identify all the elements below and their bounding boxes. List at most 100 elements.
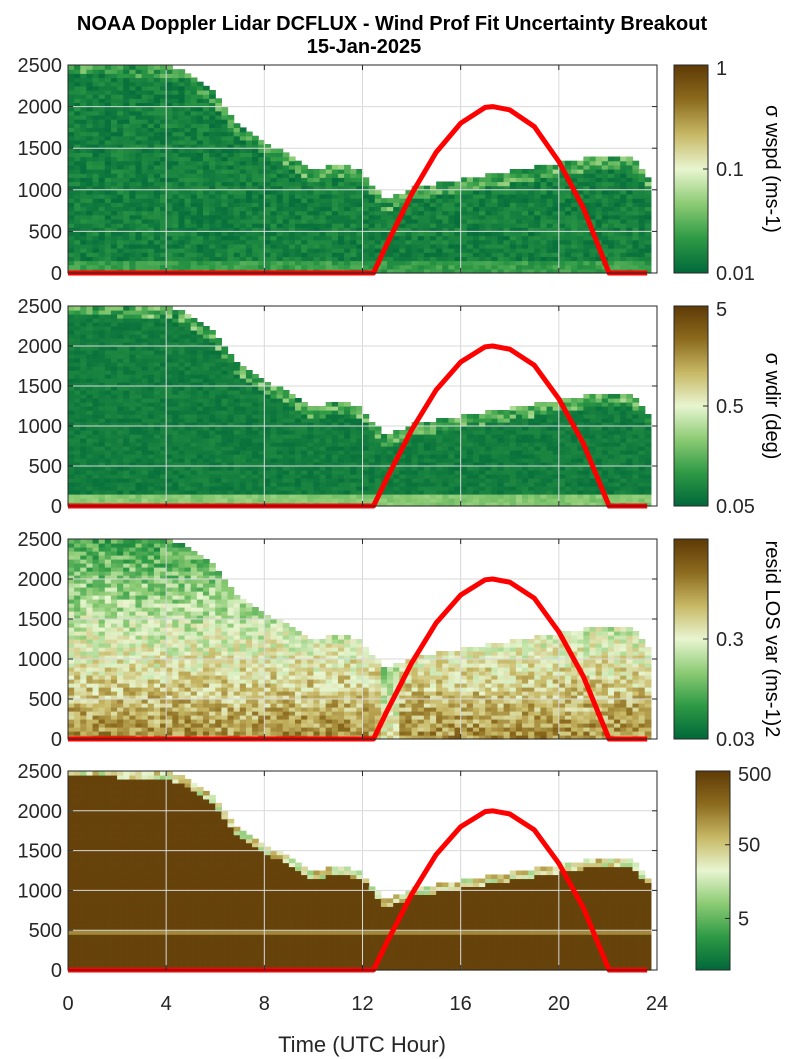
heatmap-cell xyxy=(325,498,333,503)
heatmap-cell xyxy=(98,202,106,208)
heatmap-cell xyxy=(626,206,634,212)
heatmap-cell xyxy=(264,260,272,266)
heatmap-cell xyxy=(202,152,210,158)
heatmap-cell xyxy=(620,243,627,249)
heatmap-cell xyxy=(429,252,437,257)
heatmap-cell xyxy=(607,193,615,199)
heatmap-cell xyxy=(245,231,253,237)
heatmap-cell xyxy=(638,256,646,262)
heatmap-cell xyxy=(68,94,75,99)
heatmap-cell xyxy=(607,214,615,220)
heatmap-cell xyxy=(160,198,167,203)
heatmap-cell xyxy=(80,370,88,375)
heatmap-cell xyxy=(509,173,517,178)
heatmap-cell xyxy=(571,243,578,249)
heatmap-cell xyxy=(276,474,284,479)
heatmap-cell xyxy=(270,430,278,435)
heatmap-cell xyxy=(80,65,88,70)
heatmap-cell xyxy=(190,243,198,249)
heatmap-cell xyxy=(166,85,173,91)
heatmap-cell xyxy=(104,374,112,379)
heatmap-cell xyxy=(264,446,272,451)
heatmap-cell xyxy=(160,446,167,451)
heatmap-cell xyxy=(258,177,265,183)
heatmap-cell xyxy=(104,169,112,174)
heatmap-cell xyxy=(172,486,180,491)
heatmap-cell xyxy=(245,450,253,455)
heatmap-cell xyxy=(589,185,597,191)
heatmap-cell xyxy=(172,185,180,191)
heatmap-cell xyxy=(307,181,315,187)
heatmap-cell xyxy=(117,382,124,387)
heatmap-cell xyxy=(331,181,339,187)
heatmap-cell xyxy=(245,458,253,463)
heatmap-cell xyxy=(196,177,204,183)
heatmap-cell xyxy=(92,390,100,395)
heatmap-cell xyxy=(626,189,634,195)
heatmap-cell xyxy=(442,181,449,187)
heatmap-cell xyxy=(295,414,302,419)
heatmap-cell xyxy=(534,202,542,208)
heatmap-cell xyxy=(571,235,578,241)
heatmap-cell xyxy=(331,248,339,253)
heatmap-cell xyxy=(417,223,425,228)
heatmap-cell xyxy=(221,410,229,415)
heatmap-cell xyxy=(196,334,204,339)
heatmap-cell xyxy=(313,260,321,266)
heatmap-cell xyxy=(86,346,94,351)
heatmap-cell xyxy=(454,223,462,228)
heatmap-cell xyxy=(135,102,143,108)
heatmap-cell xyxy=(178,152,186,158)
heatmap-cell xyxy=(313,256,321,262)
heatmap-cell xyxy=(178,482,186,487)
heatmap-cell xyxy=(344,438,351,443)
heatmap-cell xyxy=(147,119,155,124)
heatmap-cell xyxy=(522,231,529,237)
heatmap-cell xyxy=(178,169,186,174)
heatmap-cell xyxy=(337,189,345,195)
heatmap-cell xyxy=(368,214,376,220)
heatmap-cell xyxy=(227,454,235,459)
heatmap-cell xyxy=(92,248,100,253)
heatmap-cell xyxy=(337,482,345,487)
heatmap-cell xyxy=(190,446,198,451)
heatmap-cell xyxy=(178,202,186,208)
heatmap-cell xyxy=(147,243,155,249)
heatmap-cell xyxy=(221,248,229,253)
heatmap-cell xyxy=(540,223,548,228)
heatmap-cell xyxy=(74,193,81,199)
heatmap-cell xyxy=(632,252,640,257)
heatmap-cell xyxy=(331,214,339,220)
heatmap-cell xyxy=(307,410,315,415)
heatmap-cell xyxy=(80,338,88,343)
heatmap-cell xyxy=(497,256,505,262)
heatmap-cell xyxy=(209,177,216,183)
heatmap-cell xyxy=(110,264,118,270)
heatmap-cell xyxy=(393,210,400,216)
heatmap-cell xyxy=(540,193,548,199)
heatmap-cell xyxy=(98,366,106,371)
heatmap-cell xyxy=(129,486,137,491)
heatmap-cell xyxy=(129,338,137,343)
heatmap-cell xyxy=(344,231,351,237)
heatmap-cell xyxy=(184,418,192,423)
heatmap-cell xyxy=(110,358,118,363)
heatmap-cell xyxy=(117,478,124,483)
heatmap-cell xyxy=(307,482,315,487)
heatmap-cell xyxy=(239,422,247,427)
heatmap-cell xyxy=(172,98,180,104)
heatmap-cell xyxy=(368,252,376,257)
heatmap-cell xyxy=(270,252,278,257)
heatmap-cell xyxy=(221,482,229,487)
heatmap-cell xyxy=(411,248,419,253)
heatmap-cell xyxy=(123,338,130,343)
heatmap-cell xyxy=(245,177,253,183)
heatmap-cell xyxy=(227,458,235,463)
heatmap-cell xyxy=(209,342,216,347)
heatmap-cell xyxy=(362,260,370,266)
heatmap-cell xyxy=(147,454,155,459)
heatmap-cell xyxy=(74,106,81,112)
heatmap-cell xyxy=(460,239,468,245)
heatmap-cell xyxy=(288,202,296,208)
heatmap-cell xyxy=(252,169,259,174)
